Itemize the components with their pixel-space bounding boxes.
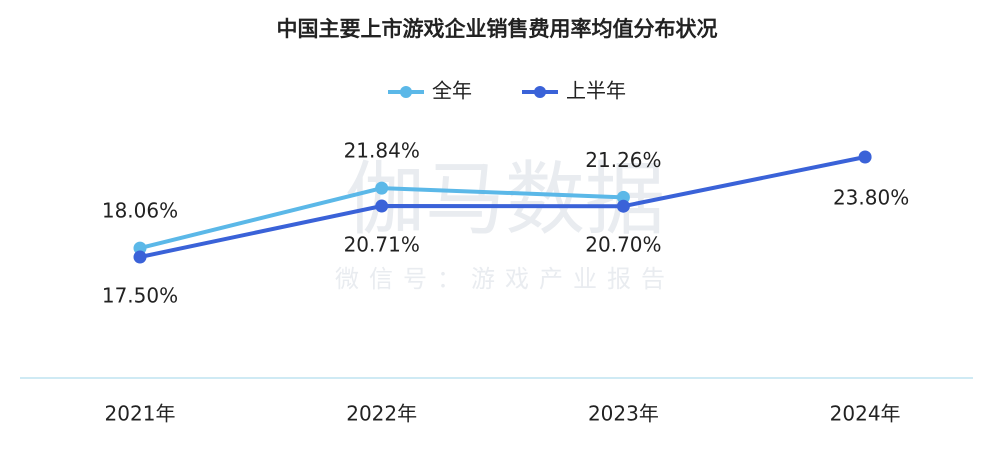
watermark: 微信号：游戏产业报告 (335, 265, 675, 293)
data-point (133, 241, 147, 255)
data-label: 21.84% (344, 139, 420, 163)
data-point (616, 190, 630, 204)
chart-title: 中国主要上市游戏企业销售费用率均值分布状况 (277, 17, 718, 41)
data-point (858, 150, 872, 164)
watermark: 伽马数据 (345, 153, 665, 246)
legend-swatch (534, 86, 546, 98)
x-tick-label: 2024年 (830, 402, 901, 426)
data-point (133, 250, 147, 264)
x-tick-label: 2022年 (346, 402, 417, 426)
x-tick-label: 2021年 (105, 402, 176, 426)
data-label: 18.06% (102, 199, 178, 223)
legend-label: 全年 (432, 79, 472, 103)
data-point (375, 181, 389, 195)
legend-swatch (400, 86, 412, 98)
data-label: 23.80% (833, 186, 909, 210)
data-label: 20.70% (585, 233, 661, 257)
data-point (375, 199, 389, 213)
x-tick-label: 2023年 (588, 402, 659, 426)
legend-label: 上半年 (566, 79, 626, 103)
data-label: 17.50% (102, 284, 178, 308)
data-label: 21.26% (585, 148, 661, 172)
series-line (139, 155, 866, 259)
data-point (616, 199, 630, 213)
data-label: 20.71% (344, 233, 420, 257)
